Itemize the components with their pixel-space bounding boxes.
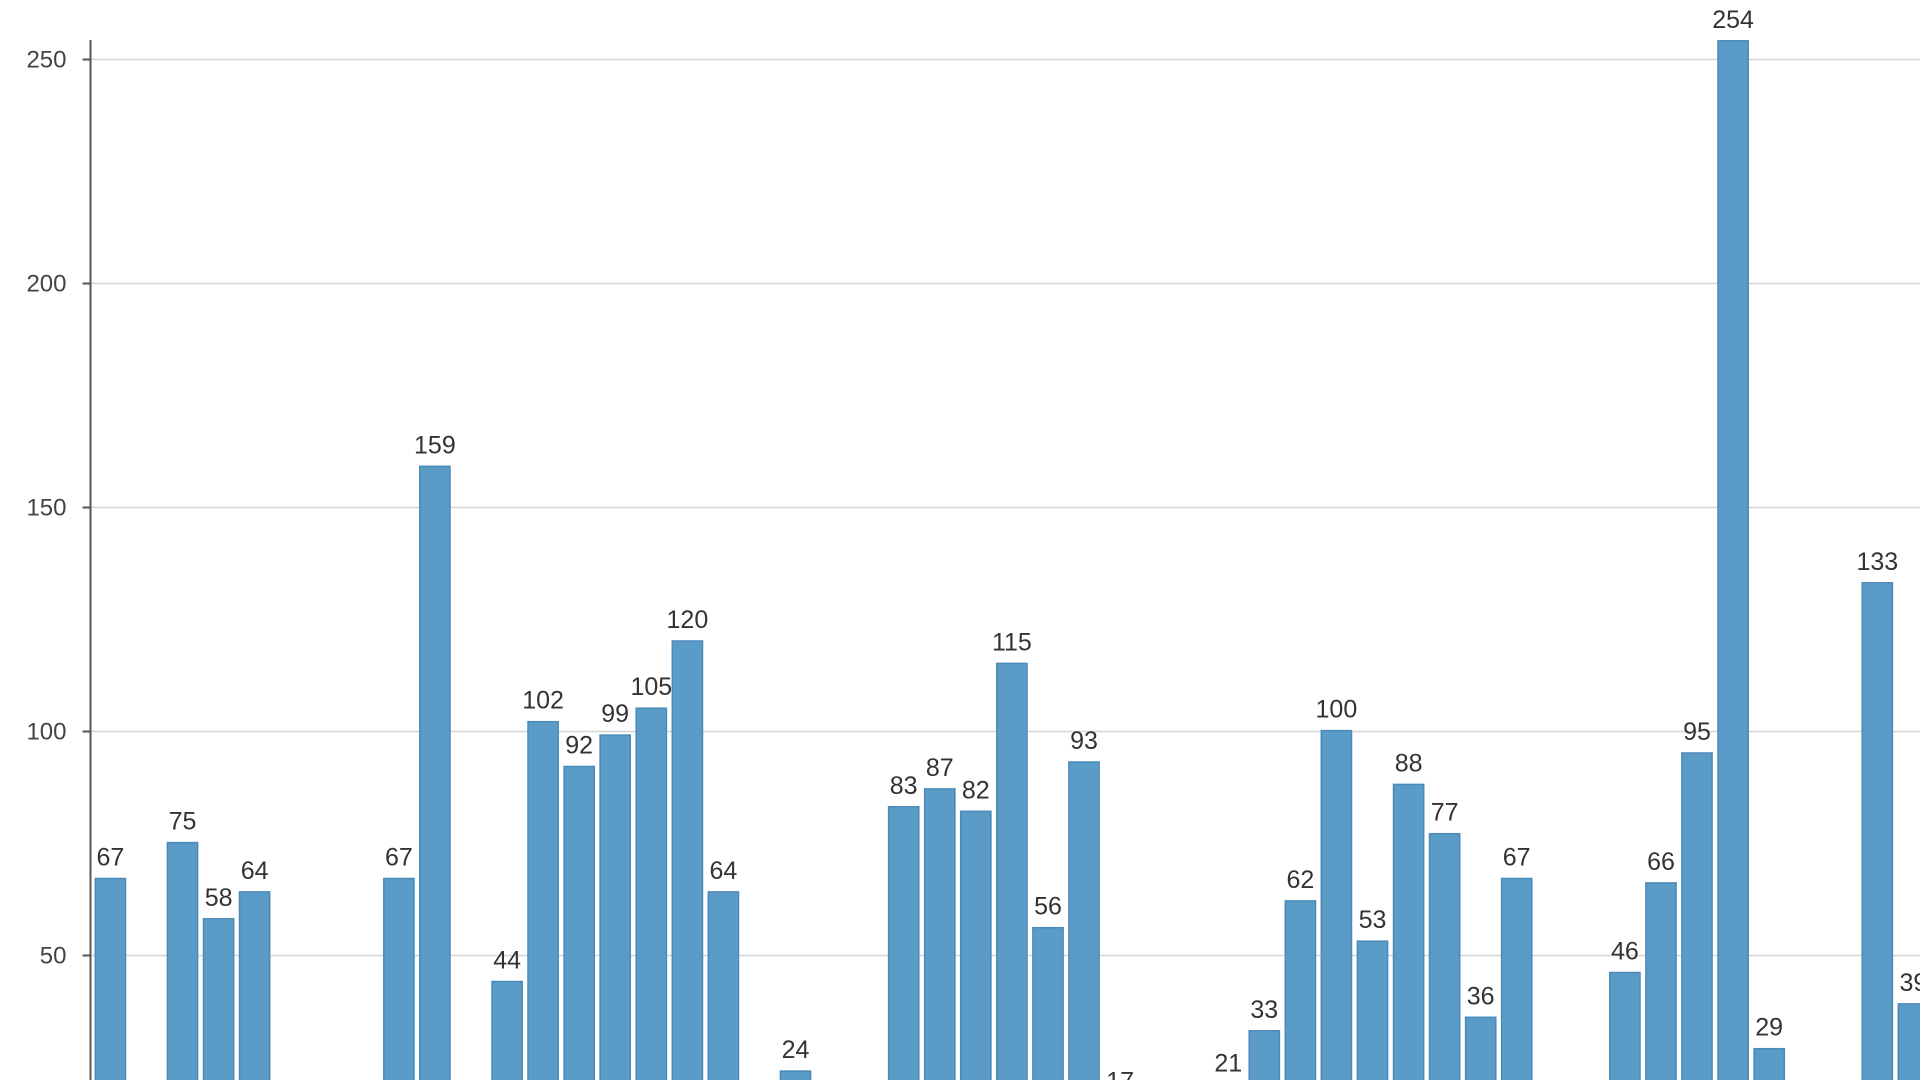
bar-value-label: 83 (890, 772, 918, 800)
bar (1646, 883, 1676, 1080)
bar (889, 807, 919, 1080)
bar-value-label: 67 (385, 844, 413, 872)
bar (636, 708, 666, 1080)
y-tick-label: 50 (40, 943, 67, 970)
bar (925, 789, 955, 1080)
bar-value-label: 29 (1755, 1014, 1783, 1042)
bar (1430, 834, 1460, 1080)
bar-value-label: 92 (565, 732, 593, 760)
bar (1718, 41, 1748, 1080)
y-tick-label: 250 (26, 47, 66, 74)
bar-value-label: 159 (414, 431, 456, 459)
bar-value-label: 93 (1070, 727, 1098, 755)
bar-value-label: 75 (169, 808, 197, 836)
bar-value-label: 100 (1316, 696, 1358, 724)
bar (1321, 731, 1351, 1080)
bar-value-label: 99 (601, 700, 629, 728)
bar (492, 982, 522, 1080)
bar (961, 811, 991, 1080)
bar (95, 879, 125, 1080)
bar-value-label: 36 (1467, 982, 1495, 1010)
bar (1898, 1004, 1920, 1080)
bar-value-label: 53 (1359, 906, 1387, 934)
bar-value-label: 67 (1503, 844, 1531, 872)
bar-value-label: 105 (630, 673, 672, 701)
bar (1394, 784, 1424, 1080)
bar-value-label: 56 (1034, 893, 1062, 921)
bar-value-label: 67 (96, 844, 124, 872)
bar (1466, 1017, 1496, 1080)
bar-value-label: 39 (1899, 969, 1920, 997)
bar (564, 767, 594, 1080)
bar (1502, 879, 1532, 1080)
bar-value-label: 44 (493, 947, 521, 975)
bars (95, 41, 1920, 1080)
bar-value-label: 115 (992, 628, 1032, 656)
bar-value-label: 21 (1214, 1050, 1242, 1078)
bar-value-label: 87 (926, 754, 954, 782)
bar (672, 641, 702, 1080)
bar-value-label: 46 (1611, 938, 1639, 966)
bar-value-label: 64 (709, 857, 737, 885)
bar (1069, 762, 1099, 1080)
y-tick-label: 150 (26, 495, 66, 522)
bar-value-label: 95 (1683, 718, 1711, 746)
bar (1033, 928, 1063, 1080)
bar (1610, 973, 1640, 1080)
bar-value-label: 88 (1395, 749, 1423, 777)
bar (1249, 1031, 1279, 1080)
bar (1862, 583, 1892, 1080)
bar-value-label: 254 (1712, 6, 1754, 34)
bar (1357, 941, 1387, 1080)
bar (384, 879, 414, 1080)
bar-value-label: 82 (962, 776, 990, 804)
bar (997, 663, 1027, 1080)
bar (1682, 753, 1712, 1080)
bar (528, 722, 558, 1080)
bar-value-label: 17 (1106, 1067, 1134, 1080)
bar-value-label: 77 (1431, 799, 1459, 827)
y-tick-label: 100 (26, 719, 66, 746)
bar-value-label: 102 (522, 687, 564, 715)
bar (204, 919, 234, 1080)
bar-value-label: 62 (1286, 866, 1314, 894)
bar (167, 843, 197, 1080)
bar-value-label: 66 (1647, 848, 1675, 876)
y-axis-ticks: 50 100 150 200 250 (26, 47, 90, 970)
bar-value-label: 24 (782, 1036, 810, 1064)
bar-value-label: 120 (667, 606, 709, 634)
bar-value-label: 33 (1250, 996, 1278, 1024)
bar-value-label: 58 (205, 884, 233, 912)
bar (240, 892, 270, 1080)
bar (420, 466, 450, 1080)
bar (1754, 1049, 1784, 1080)
bar (708, 892, 738, 1080)
bar-value-label: 64 (241, 857, 269, 885)
y-tick-label: 200 (26, 271, 66, 298)
bar (1285, 901, 1315, 1080)
bar-value-label: 133 (1856, 548, 1898, 576)
bar (780, 1071, 810, 1080)
bar (600, 735, 630, 1080)
